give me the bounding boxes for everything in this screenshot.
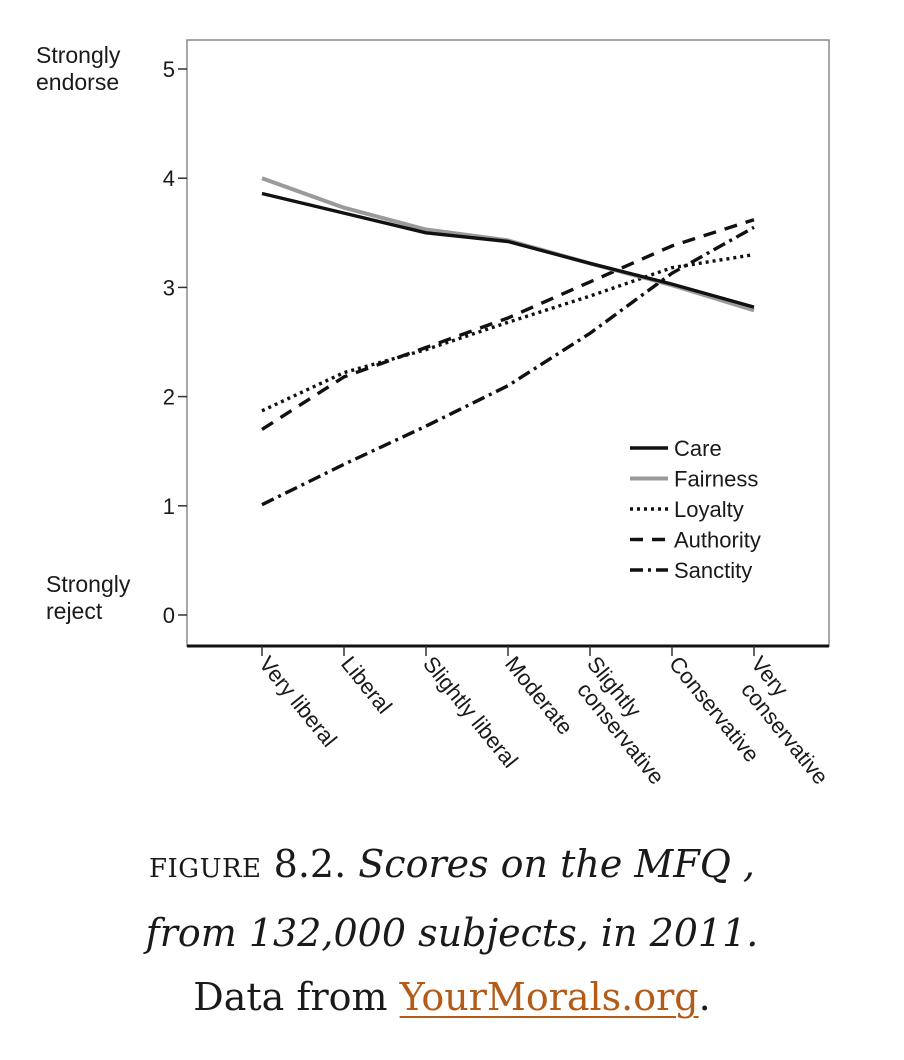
figure-label: FIGURE <box>148 854 262 884</box>
y-tick-label-2: 2 <box>163 385 175 410</box>
series-line-authority <box>261 218 755 431</box>
series-line-care <box>261 191 755 309</box>
y-tick-label-5: 5 <box>163 57 175 82</box>
plot-border <box>186 39 830 647</box>
y-bottom-end-label-line-2: reject <box>46 598 103 624</box>
y-top-end-label-line-1: Strongly <box>36 42 121 68</box>
series-fairness <box>261 176 755 313</box>
x-tick-label-very-conservative: Veryconservative <box>727 651 852 789</box>
y-bottom-end-label-line-1: Strongly <box>46 571 131 597</box>
series-layer <box>261 176 755 507</box>
caption-period: . <box>698 975 711 1019</box>
legend-label-loyalty: Loyalty <box>674 497 744 522</box>
series-sanctity <box>261 225 755 507</box>
x-tick-label-very-liberal: Very liberal <box>254 651 342 751</box>
x-tick-label-line: Very liberal <box>254 651 342 751</box>
x-tick-label-line: Liberal <box>336 651 397 718</box>
x-tick-label-line: Moderate <box>500 651 578 739</box>
y-tick-label-0: 0 <box>163 603 175 628</box>
legend: Care Fairness Loyalty Authority Sanctity <box>630 436 761 583</box>
caption-title: Scores on the MFQ , <box>358 842 756 886</box>
yourmorals-link[interactable]: YourMorals.org <box>399 975 699 1019</box>
figure-caption: FIGURE 8.2. Scores on the MFQ , from 132… <box>0 832 904 1029</box>
caption-line-3: Data from YourMorals.org. <box>0 965 904 1029</box>
legend-label-authority: Authority <box>674 528 761 553</box>
legend-label-sanctity: Sanctity <box>674 558 752 583</box>
plot-frame <box>186 39 830 648</box>
caption-data-from: Data from <box>193 975 400 1019</box>
x-tick-label-moderate: Moderate <box>500 651 578 739</box>
series-loyalty <box>261 252 755 413</box>
y-tick-label-1: 1 <box>163 494 175 519</box>
y-tick-label-3: 3 <box>163 275 175 300</box>
series-care <box>261 191 755 309</box>
y-tick-label-4: 4 <box>163 166 175 191</box>
y-top-end-label-line-2: endorse <box>36 69 119 95</box>
legend-label-fairness: Fairness <box>674 467 758 492</box>
figure-number: 8.2. <box>273 842 347 886</box>
series-line-sanctity <box>261 225 755 507</box>
caption-line-2: from 132,000 subjects, in 2011. <box>145 911 759 955</box>
series-authority <box>261 218 755 431</box>
caption-line-1: FIGURE 8.2. Scores on the MFQ , <box>0 832 904 901</box>
series-line-loyalty <box>261 252 755 413</box>
x-tick-label-liberal: Liberal <box>336 651 397 718</box>
series-line-fairness <box>261 176 755 313</box>
legend-label-care: Care <box>674 436 722 461</box>
